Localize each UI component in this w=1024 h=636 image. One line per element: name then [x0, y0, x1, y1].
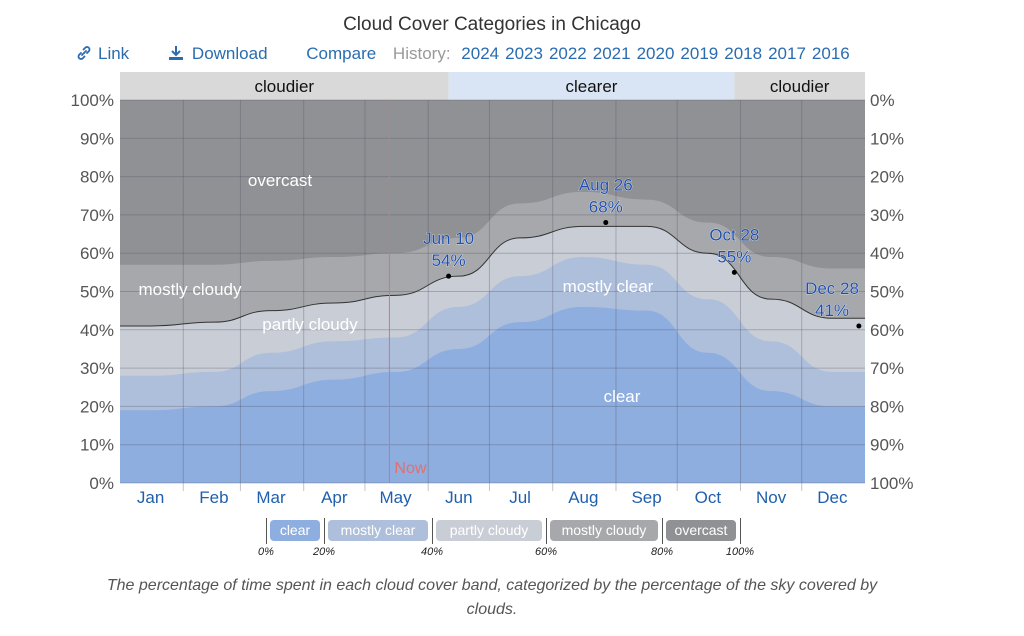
chart-title: Cloud Cover Categories in Chicago	[343, 14, 641, 35]
legend-tick	[266, 518, 267, 544]
legend-tick	[740, 518, 741, 544]
y-tick-left: 100%	[71, 91, 114, 110]
download-icon	[168, 46, 183, 60]
legend-item-clear: clear	[270, 520, 320, 541]
link-icon	[77, 46, 91, 60]
legend-tick	[324, 518, 325, 544]
season-band	[120, 72, 449, 100]
x-tick-label: Apr	[321, 488, 348, 507]
series-label-overcast: overcast	[248, 171, 313, 190]
legend-item-overcast: overcast	[666, 520, 736, 541]
annotation-point	[856, 323, 862, 329]
series-label-mostly-clear: mostly clear	[563, 277, 654, 296]
compare-button[interactable]: Compare	[306, 44, 377, 63]
y-tick-right: 20%	[870, 168, 904, 187]
area-clear	[120, 306, 865, 483]
legend-tick	[432, 518, 433, 544]
cloud-cover-chart: cloudier clearer cloudier 0% 10% 20% 30% 40% 50%…	[71, 72, 913, 507]
toolbar: Link Download Compare History: 2024 2023 2…	[76, 44, 866, 64]
x-tick-label: Feb	[199, 488, 228, 507]
y-tick-right: 50%	[870, 283, 904, 302]
series-label-partly-cloudy: partly cloudy	[262, 315, 358, 334]
y-tick-left: 50%	[80, 283, 114, 302]
annotation-point	[731, 269, 737, 275]
legend-tick-label: 60%	[534, 546, 558, 558]
x-tick-label: Jun	[445, 488, 472, 507]
history-year-2020[interactable]: 2020	[636, 44, 675, 63]
x-tick-label: Sep	[631, 488, 661, 507]
season-band-label: cloudier	[255, 77, 315, 96]
x-tick-label: Jan	[137, 488, 164, 507]
history-year-2023[interactable]: 2023	[505, 44, 543, 63]
y-tick-right: 10%	[870, 129, 904, 148]
x-tick-label: Jul	[509, 488, 531, 507]
legend-tick-label: 100%	[725, 546, 755, 558]
y-tick-right: 70%	[870, 359, 904, 378]
legend-item-mostly-clear: mostly clear	[328, 520, 428, 541]
annotation-value: 68%	[589, 198, 623, 217]
legend-item-mostly-cloudy: mostly cloudy	[550, 520, 658, 541]
annotation-date: Oct 28	[709, 225, 759, 244]
annotation-point	[603, 220, 609, 226]
now-label: Now	[394, 460, 426, 477]
legend-tick-label: 0%	[258, 546, 274, 558]
x-tick-label: Mar	[256, 488, 286, 507]
cloud-threshold-line	[120, 225, 865, 327]
annotation-date: Jun 10	[423, 229, 474, 248]
history-year-2016[interactable]: 2016	[811, 44, 850, 63]
annotation-value: 41%	[815, 301, 849, 320]
annotation-value: 55%	[717, 247, 751, 266]
x-tick-label: Nov	[756, 488, 787, 507]
y-tick-left: 70%	[80, 206, 114, 225]
legend-tick	[662, 518, 663, 544]
history-year-2019[interactable]: 2019	[680, 44, 719, 63]
legend-tick-label: 20%	[312, 546, 336, 558]
y-tick-right: 0%	[870, 91, 895, 110]
history-year-2021[interactable]: 2021	[592, 44, 631, 63]
y-tick-right: 80%	[870, 397, 904, 416]
history-year-2017[interactable]: 2017	[768, 44, 806, 63]
history-year-2018[interactable]: 2018	[724, 44, 763, 63]
legend-item-partly-cloudy: partly cloudy	[436, 520, 542, 541]
y-tick-left: 20%	[80, 397, 114, 416]
annotation-date: Aug 26	[579, 176, 633, 195]
history-year-2024[interactable]: 2024	[461, 44, 500, 63]
x-tick-label: May	[379, 488, 412, 507]
download-label: Download	[191, 44, 268, 63]
season-band	[734, 72, 865, 100]
series-label-mostly-cloudy: mostly cloudy	[139, 280, 242, 299]
y-tick-left: 10%	[80, 436, 114, 455]
y-tick-left: 30%	[80, 359, 114, 378]
series-label-clear: clear	[604, 387, 641, 406]
y-tick-right: 30%	[870, 206, 904, 225]
y-tick-left: 40%	[80, 321, 114, 340]
y-tick-left: 60%	[80, 244, 114, 263]
y-tick-left: 0%	[89, 474, 114, 493]
link-button[interactable]: Link	[76, 44, 129, 64]
history-label: History:	[392, 44, 451, 63]
annotation-value: 54%	[432, 251, 466, 270]
season-band-label: clearer	[566, 77, 618, 96]
legend-tick	[546, 518, 547, 544]
x-tick-label: Aug	[568, 488, 598, 507]
annotation-point	[446, 273, 452, 279]
y-tick-right: 100%	[870, 474, 913, 493]
y-tick-right: 40%	[870, 244, 904, 263]
y-tick-left: 90%	[80, 129, 114, 148]
y-tick-left: 80%	[80, 168, 114, 187]
history-year-2022[interactable]: 2022	[548, 44, 587, 63]
legend-tick-label: 80%	[650, 546, 674, 558]
annotation-date: Dec 28	[805, 279, 859, 298]
chart-caption: The percentage of time spent in each clo…	[106, 577, 878, 618]
y-tick-right: 90%	[870, 436, 904, 455]
download-button[interactable]: Download	[168, 44, 268, 64]
season-band-label: cloudier	[770, 77, 830, 96]
season-band	[448, 72, 735, 100]
legend-tick-label: 40%	[420, 546, 444, 558]
link-label: Link	[98, 44, 130, 63]
x-tick-label: Dec	[817, 488, 848, 507]
y-tick-right: 60%	[870, 321, 904, 340]
x-tick-label: Oct	[695, 488, 722, 507]
